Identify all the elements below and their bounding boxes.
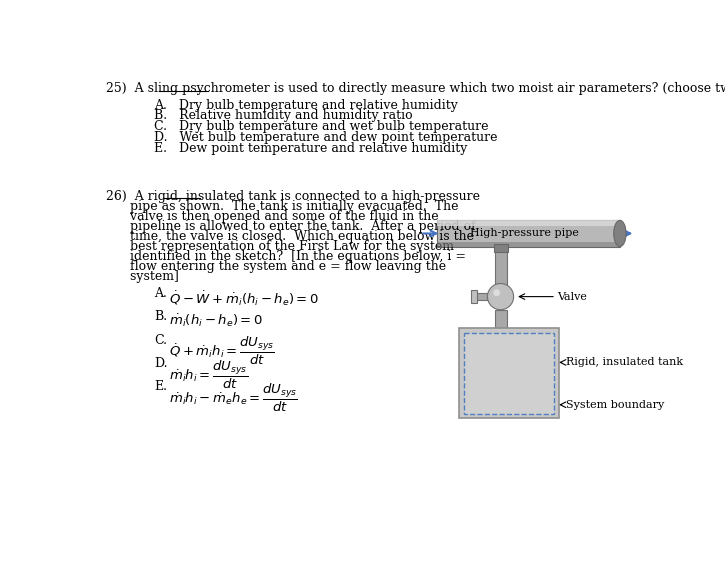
Bar [437,242,620,247]
Bar [495,310,507,328]
Text: Valve: Valve [558,291,587,302]
Text: 26)  A rigid, insulated tank is connected to a high-pressure: 26) A rigid, insulated tank is connected… [107,190,480,203]
Bar [476,293,487,301]
Text: $\dot{Q}-\dot{W}+\dot{m}_{i}\left(h_{i}-h_{e}\right)=0$: $\dot{Q}-\dot{W}+\dot{m}_{i}\left(h_{i}-… [170,289,320,308]
Text: B.: B. [154,311,167,324]
Text: C.   Dry bulb temperature and wet bulb temperature: C. Dry bulb temperature and wet bulb tem… [154,121,489,133]
Text: 25)  A sling psychrometer is used to directly measure which two moist air parame: 25) A sling psychrometer is used to dire… [107,82,725,95]
Text: $\dot{m}_{i}h_{i}=\dfrac{dU_{sys}}{dt}$: $\dot{m}_{i}h_{i}=\dfrac{dU_{sys}}{dt}$ [170,358,249,391]
Text: $\dot{m}_{i}h_{i}-\dot{m}_{e}h_{e}=\dfrac{dU_{sys}}{dt}$: $\dot{m}_{i}h_{i}-\dot{m}_{e}h_{e}=\dfra… [170,381,299,414]
Bar [471,290,476,303]
Ellipse shape [487,284,513,310]
Text: system]: system] [107,269,179,282]
Text: valve is then opened and some of the fluid in the: valve is then opened and some of the flu… [107,209,439,222]
Text: D.: D. [154,357,167,370]
Text: time, the valve is closed.  Which equation below is the: time, the valve is closed. Which equatio… [107,230,474,243]
Text: B.   Relative humidity and humidity ratio: B. Relative humidity and humidity ratio [154,109,413,122]
Text: High-pressure pipe: High-pressure pipe [470,228,579,238]
Text: best representation of the First Law for the system: best representation of the First Law for… [107,239,455,252]
Bar [495,247,507,286]
Text: C.: C. [154,333,167,346]
Bar [437,220,620,247]
Bar [459,328,559,418]
Text: E.   Dew point temperature and relative humidity: E. Dew point temperature and relative hu… [154,142,468,155]
Bar [494,245,508,252]
Text: System boundary: System boundary [566,400,664,410]
Text: pipe as shown.  The tank is initially evacuated.  The: pipe as shown. The tank is initially eva… [107,200,459,213]
Ellipse shape [614,220,626,247]
Bar [463,333,555,414]
Text: A.   Dry bulb temperature and relative humidity: A. Dry bulb temperature and relative hum… [154,98,458,112]
Text: A.: A. [154,288,167,301]
Text: pipeline is allowed to enter the tank.  After a period of: pipeline is allowed to enter the tank. A… [107,220,476,233]
Text: $\dot{m}_{i}\left(h_{i}-h_{e}\right)=0$: $\dot{m}_{i}\left(h_{i}-h_{e}\right)=0$ [170,312,264,329]
Text: $\dot{Q}+\dot{m}_{i}h_{i}=\dfrac{dU_{sys}}{dt}$: $\dot{Q}+\dot{m}_{i}h_{i}=\dfrac{dU_{sys… [170,335,276,367]
Bar [437,220,620,226]
Text: identified in the sketch?  [In the equations below, i =: identified in the sketch? [In the equati… [107,250,466,263]
Text: Rigid, insulated tank: Rigid, insulated tank [566,357,683,367]
Text: flow entering the system and e = flow leaving the: flow entering the system and e = flow le… [107,260,447,273]
Ellipse shape [493,289,500,296]
Text: E.: E. [154,380,167,393]
Text: D.   Wet bulb temperature and dew point temperature: D. Wet bulb temperature and dew point te… [154,131,497,144]
